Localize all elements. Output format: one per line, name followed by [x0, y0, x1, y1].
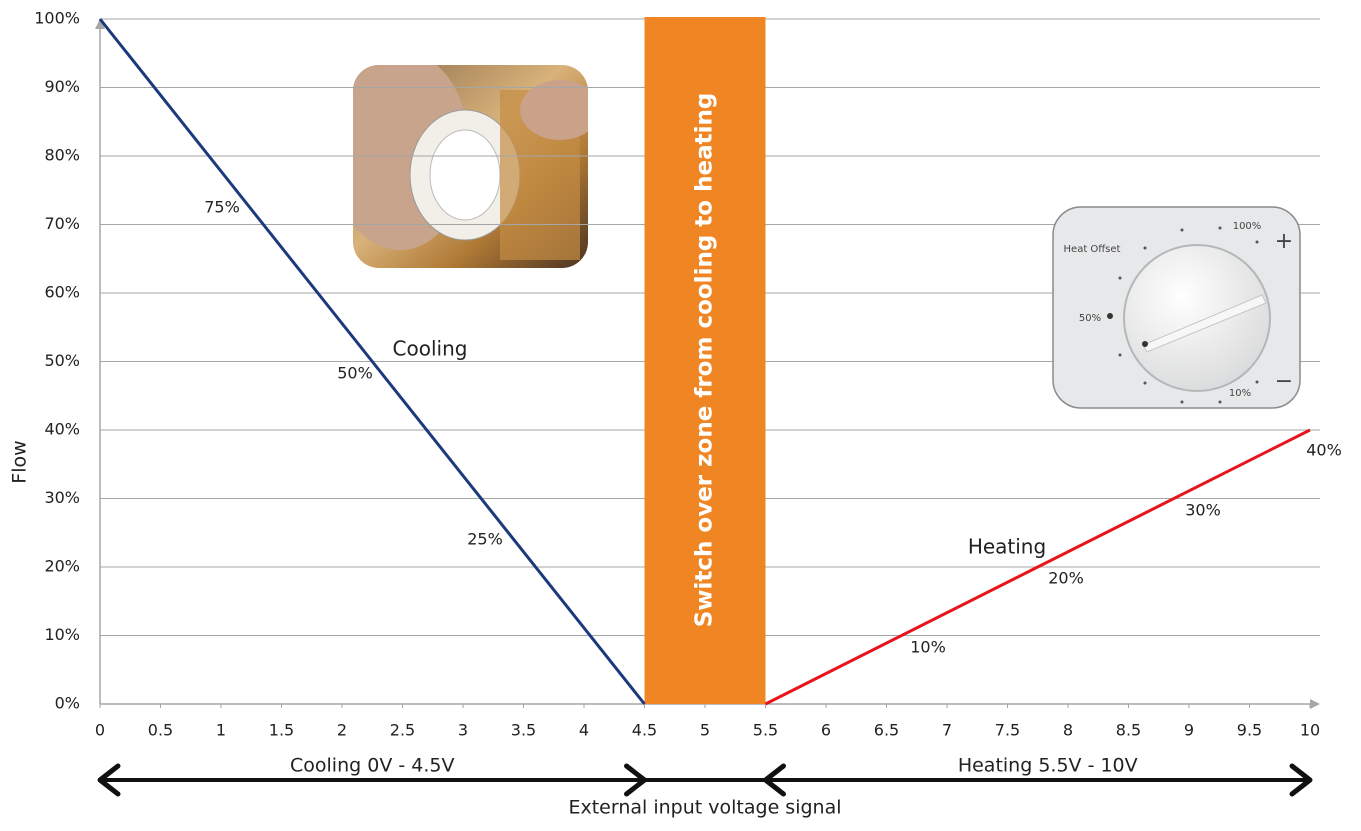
x-tick-label: 10: [1300, 721, 1320, 740]
arrow-head: [1289, 763, 1313, 797]
x-tick-label: 6.5: [874, 721, 899, 740]
y-tick-label: 40%: [44, 420, 80, 439]
arrow-head: [624, 763, 647, 797]
x-tick-label: 2.5: [390, 721, 415, 740]
y-tick-label: 20%: [44, 557, 80, 576]
line-series: [764, 428, 1311, 706]
x-tick-label: 8: [1063, 721, 1073, 740]
y-axis-arrow: [95, 19, 105, 29]
range-label: Heating 5.5V - 10V: [958, 755, 1138, 777]
x-tick-label: 5.5: [753, 721, 778, 740]
dial-dot: [1107, 313, 1113, 319]
x-tick-label: 5: [700, 721, 710, 740]
y-tick-label: 60%: [44, 283, 80, 302]
annotation: 75%: [204, 198, 240, 217]
dial-tick: [1218, 400, 1222, 404]
x-tick-label: 0: [95, 721, 105, 740]
band-label: Switch over zone from cooling to heating: [692, 93, 718, 628]
dial-tick: [1143, 381, 1147, 385]
dial-image: Heat Offset 100% 50% 10% + −: [1052, 206, 1301, 409]
dial-label: 50%: [1079, 313, 1101, 324]
line-series: [98, 18, 646, 705]
y-tick-label: 10%: [44, 625, 80, 644]
arrow-head: [763, 763, 786, 797]
series-label: Heating: [968, 535, 1046, 559]
y-axis-title: Flow: [9, 440, 31, 483]
dial-tick: [1118, 276, 1122, 280]
x-tick-label: 7: [942, 721, 952, 740]
x-tick-label: 3.5: [511, 721, 536, 740]
range-label: Cooling 0V - 4.5V: [290, 755, 454, 777]
switch-band: [644, 17, 766, 704]
x-axis-arrow: [1310, 699, 1320, 709]
dial-tick: [1118, 353, 1122, 357]
x-tick-label: 1: [216, 721, 226, 740]
annotation: 20%: [1048, 569, 1084, 588]
dial-tick: [1143, 246, 1147, 250]
dial-knob: [1123, 244, 1271, 392]
y-tick-label: 30%: [44, 488, 80, 507]
dial-tick: [1218, 226, 1222, 230]
x-tick-label: 9: [1184, 721, 1194, 740]
dial-label: +: [1275, 229, 1293, 254]
dial-label: −: [1275, 369, 1293, 394]
x-tick-label: 6: [821, 721, 831, 740]
dial-tick: [1255, 380, 1259, 384]
dial-label: 100%: [1233, 221, 1262, 232]
dial-pointer: [1142, 294, 1267, 353]
x-tick-label: 2: [337, 721, 347, 740]
x-tick-label: 9.5: [1237, 721, 1262, 740]
x-tick-label: 8.5: [1116, 721, 1141, 740]
x-tick-label: 7.5: [995, 721, 1020, 740]
x-tick-label: 3: [458, 721, 468, 740]
y-tick-label: 100%: [34, 9, 80, 28]
dial-tick: [1180, 228, 1184, 232]
dial-label: Heat Offset: [1064, 244, 1121, 255]
x-tick-label: 4: [579, 721, 589, 740]
dial-dot: [1142, 341, 1148, 347]
x-tick-label: 1.5: [269, 721, 294, 740]
dial-tick: [1255, 240, 1259, 244]
y-tick-label: 90%: [44, 77, 80, 96]
x-tick-label: 4.5: [632, 721, 657, 740]
annotation: 25%: [467, 530, 503, 549]
y-tick-label: 80%: [44, 146, 80, 165]
y-tick-label: 50%: [44, 351, 80, 370]
annotation: 30%: [1185, 501, 1221, 520]
valve-photo: [353, 65, 588, 268]
y-tick-label: 0%: [55, 694, 80, 713]
x-axis-title: External input voltage signal: [568, 797, 841, 819]
y-tick-label: 70%: [44, 214, 80, 233]
annotation: 50%: [337, 364, 373, 383]
annotation: 10%: [910, 638, 946, 657]
dial-label: 10%: [1229, 388, 1251, 399]
arrow-head: [97, 763, 121, 797]
series-label: Cooling: [393, 337, 468, 361]
annotation: 40%: [1306, 441, 1342, 460]
x-tick-label: 0.5: [148, 721, 173, 740]
dial-tick: [1180, 400, 1184, 404]
